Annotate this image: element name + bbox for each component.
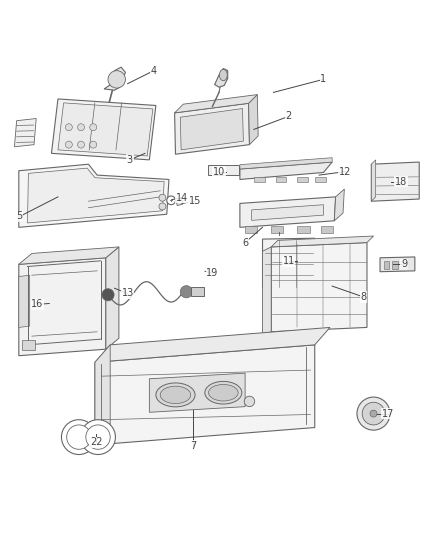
Polygon shape	[106, 247, 119, 349]
Polygon shape	[95, 327, 330, 362]
Circle shape	[167, 196, 176, 205]
Polygon shape	[249, 94, 258, 144]
Bar	[191, 287, 204, 296]
Circle shape	[370, 410, 377, 417]
Bar	[315, 177, 325, 182]
Bar	[401, 261, 406, 269]
Circle shape	[108, 71, 125, 88]
Circle shape	[102, 289, 114, 301]
Bar	[276, 177, 286, 182]
Bar	[392, 261, 398, 269]
Polygon shape	[334, 189, 344, 221]
Circle shape	[65, 141, 72, 148]
Polygon shape	[240, 197, 336, 228]
Polygon shape	[95, 345, 110, 445]
Polygon shape	[215, 68, 228, 87]
Bar	[271, 227, 283, 232]
Polygon shape	[271, 243, 367, 332]
Ellipse shape	[160, 386, 191, 403]
Polygon shape	[240, 162, 332, 180]
Circle shape	[362, 402, 385, 425]
Bar	[321, 227, 333, 232]
Text: 12: 12	[339, 167, 351, 176]
Text: 17: 17	[381, 409, 394, 418]
Text: 1: 1	[320, 75, 326, 84]
Text: 3: 3	[127, 155, 133, 165]
Polygon shape	[51, 99, 156, 160]
Text: 7: 7	[190, 441, 196, 451]
Polygon shape	[58, 103, 153, 156]
Polygon shape	[175, 94, 257, 113]
Polygon shape	[95, 345, 315, 445]
Circle shape	[65, 124, 72, 131]
Bar	[208, 165, 239, 175]
Polygon shape	[28, 168, 164, 223]
Polygon shape	[14, 118, 36, 147]
Polygon shape	[175, 103, 250, 154]
Polygon shape	[371, 160, 376, 201]
Text: 19: 19	[206, 268, 219, 278]
Bar	[297, 227, 310, 232]
Circle shape	[357, 397, 390, 430]
Circle shape	[90, 124, 97, 131]
Bar	[384, 261, 389, 269]
Circle shape	[159, 203, 166, 210]
Circle shape	[244, 396, 254, 407]
Circle shape	[86, 425, 110, 449]
Polygon shape	[371, 162, 419, 201]
Ellipse shape	[205, 382, 242, 404]
Text: 6: 6	[242, 238, 248, 247]
Polygon shape	[252, 205, 323, 220]
Polygon shape	[262, 238, 315, 288]
Polygon shape	[180, 109, 244, 150]
Text: 10: 10	[213, 167, 225, 176]
Ellipse shape	[156, 383, 195, 407]
Polygon shape	[149, 373, 245, 413]
Polygon shape	[177, 199, 184, 206]
Polygon shape	[19, 247, 119, 264]
Circle shape	[78, 141, 85, 148]
Ellipse shape	[219, 69, 227, 80]
Circle shape	[180, 286, 192, 298]
Text: 15: 15	[189, 196, 201, 206]
Polygon shape	[271, 236, 374, 247]
Text: 4: 4	[151, 66, 157, 76]
Text: 2: 2	[286, 111, 292, 122]
Ellipse shape	[208, 384, 238, 401]
Circle shape	[81, 419, 116, 455]
Text: 9: 9	[401, 260, 407, 269]
Text: 11: 11	[283, 256, 295, 266]
Text: 8: 8	[360, 292, 367, 302]
Circle shape	[78, 124, 85, 131]
Polygon shape	[19, 164, 169, 228]
Polygon shape	[262, 247, 271, 336]
Text: 14: 14	[176, 193, 188, 203]
Polygon shape	[380, 257, 415, 272]
Circle shape	[159, 194, 166, 201]
Text: 22: 22	[90, 438, 102, 447]
Bar	[254, 177, 265, 182]
Text: 18: 18	[395, 176, 407, 187]
Circle shape	[67, 425, 91, 449]
Text: 5: 5	[17, 212, 23, 221]
Circle shape	[61, 419, 96, 455]
Polygon shape	[104, 67, 125, 90]
Bar	[245, 227, 257, 232]
Polygon shape	[19, 275, 30, 327]
Text: 16: 16	[32, 300, 44, 309]
Bar	[22, 341, 35, 350]
Polygon shape	[19, 258, 106, 356]
Circle shape	[90, 141, 97, 148]
Text: 13: 13	[121, 288, 134, 298]
Polygon shape	[240, 158, 332, 169]
Bar	[297, 177, 308, 182]
